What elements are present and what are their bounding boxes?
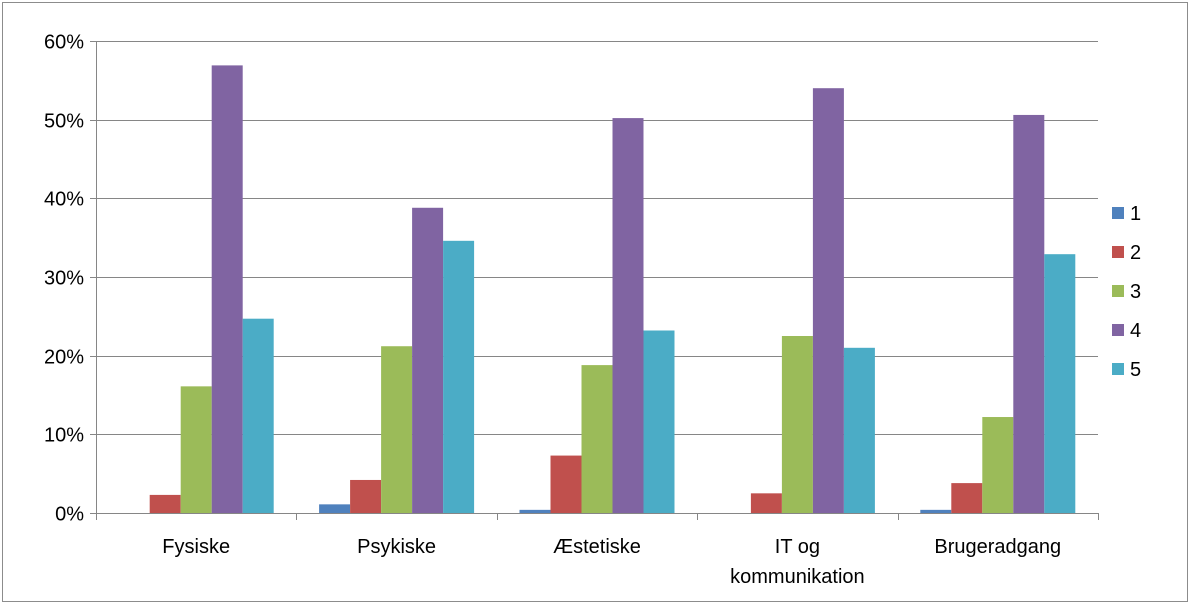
legend-label: 4 — [1130, 320, 1141, 342]
x-category-label: Psykiske — [357, 536, 436, 558]
legend-label: 5 — [1130, 359, 1141, 381]
bar-1 — [319, 504, 351, 513]
x-category-label: Æstetiske — [553, 536, 641, 558]
bar-1 — [519, 509, 551, 513]
y-axis-tick-labels: 0% 10% 20% 30% 40% 50% 60% — [44, 32, 84, 526]
bar-5 — [643, 330, 675, 513]
legend-swatch-1 — [1112, 207, 1124, 219]
legend-swatch-3 — [1112, 285, 1124, 297]
legend-label: 3 — [1130, 281, 1141, 303]
bars — [149, 65, 1076, 514]
bar-4 — [612, 118, 644, 514]
y-tick-label: 50% — [44, 111, 84, 133]
x-category-label: IT og — [775, 536, 820, 558]
bar-2 — [951, 483, 983, 513]
bar-3 — [381, 346, 413, 513]
bar-5 — [242, 318, 274, 513]
axes — [90, 41, 1099, 520]
legend-swatch-4 — [1112, 324, 1124, 336]
bar-3 — [781, 336, 813, 513]
bar-3 — [581, 365, 613, 513]
bar-3 — [982, 417, 1014, 513]
bar-3 — [180, 386, 212, 513]
y-tick-label: 10% — [44, 425, 84, 447]
y-tick-label: 40% — [44, 189, 84, 211]
bar-5 — [1044, 254, 1076, 514]
y-tick-label: 20% — [44, 347, 84, 369]
legend-swatch-5 — [1112, 363, 1124, 375]
bar-5 — [443, 240, 475, 513]
y-tick-label: 60% — [44, 32, 84, 54]
bar-2 — [750, 493, 782, 513]
legend-swatch-2 — [1112, 246, 1124, 258]
bar-2 — [149, 494, 181, 513]
bar-2 — [350, 479, 382, 513]
y-tick-label: 30% — [44, 268, 84, 290]
legend-label: 2 — [1130, 242, 1141, 264]
bar-5 — [843, 347, 875, 513]
bar-1 — [920, 509, 952, 513]
x-category-label: Brugeradgang — [934, 536, 1061, 558]
x-axis-category-labels: Fysiske Psykiske Æstetiske IT og kommunikati… — [162, 536, 1061, 588]
bar-4 — [211, 65, 243, 514]
bar-4 — [812, 88, 844, 513]
x-category-label: kommunikation — [730, 566, 865, 588]
bar-4 — [1013, 114, 1045, 514]
bar-4 — [412, 207, 444, 514]
bar-2 — [550, 455, 582, 513]
legend-label: 1 — [1130, 203, 1141, 225]
legend: 1 2 3 4 5 — [1112, 203, 1141, 381]
x-category-label: Fysiske — [162, 536, 230, 558]
y-tick-label: 0% — [55, 504, 84, 526]
